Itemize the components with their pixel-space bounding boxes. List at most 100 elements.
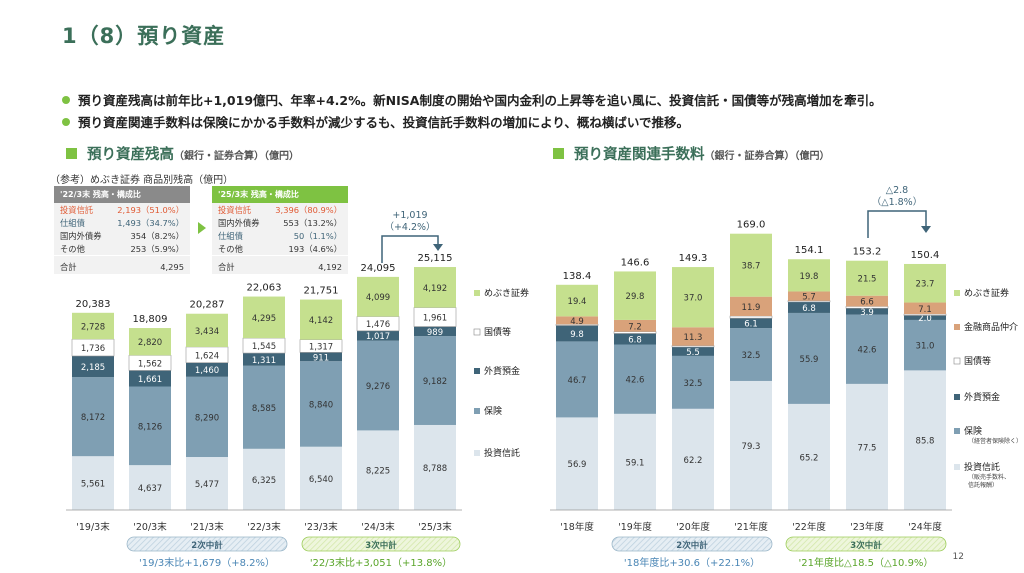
x-tick-label: '21年度 — [734, 521, 768, 533]
row-value: 553（13.2%） — [283, 217, 342, 228]
table-total-row: 合計 4,192 — [212, 255, 348, 274]
legend-note: （販売手数料、 — [968, 473, 1010, 481]
total-label: 153.2 — [853, 247, 882, 258]
data-label: 911 — [313, 353, 329, 363]
table-body: 投資信託 2,193（51.0%） 仕組債 1,493（34.7%） 国内外債券 35… — [54, 203, 190, 274]
data-label: 1,624 — [195, 351, 219, 361]
bar-segment — [243, 353, 285, 366]
data-label: 32.5 — [742, 351, 761, 361]
data-label: 8,225 — [366, 467, 390, 477]
total-label: 154.1 — [795, 245, 824, 256]
left-chart-heading: 預り資産残高（銀行・証券合算）（億円） — [66, 143, 299, 164]
data-label: 38.7 — [742, 262, 761, 272]
total-label: 合計 — [212, 255, 268, 274]
data-label: 11.3 — [684, 333, 703, 343]
data-label: 2.0 — [918, 314, 932, 324]
legend-swatch — [474, 450, 480, 456]
row-value: 2,193（51.0%） — [117, 204, 184, 215]
data-label: 7.2 — [628, 322, 642, 332]
bar-segment — [671, 345, 715, 348]
total-label: 21,751 — [304, 286, 339, 297]
total-label: 20,287 — [190, 300, 225, 311]
data-label: 32.5 — [684, 379, 703, 389]
bar-segment — [788, 291, 830, 301]
data-label: 4,192 — [423, 284, 447, 294]
data-label: 31.0 — [916, 342, 935, 352]
bar-segment — [556, 341, 598, 418]
x-tick-label: '20/3末 — [133, 521, 167, 533]
bar-segment — [414, 267, 456, 308]
legend-swatch — [474, 368, 480, 374]
right-chart-heading: 預り資産関連手数料（銀行・証券合算）（億円） — [553, 143, 830, 164]
legend-label: 外貨預金 — [964, 391, 1000, 403]
data-label: 11.9 — [742, 303, 761, 313]
legend-note: （経営者保険除く） — [968, 437, 1022, 445]
bar-segment — [186, 376, 228, 458]
heading-text: 預り資産残高 — [87, 147, 174, 163]
bar-segment — [846, 308, 888, 315]
heading-sub: （銀行・証券合算）（億円） — [704, 151, 830, 162]
total-label: 合計 — [54, 255, 110, 274]
legend-swatch — [954, 324, 960, 330]
period-label: 3次中計 — [850, 540, 882, 551]
bar-segment — [414, 326, 456, 337]
bar-segment — [129, 370, 171, 387]
data-label: 4,637 — [138, 484, 162, 494]
table-row: 国内外債券 354（8.2%） — [54, 229, 190, 242]
data-label: 1,460 — [195, 366, 219, 376]
bar-segment — [72, 355, 114, 378]
bar-segment — [186, 313, 228, 347]
data-label: 3,434 — [195, 327, 219, 337]
bar-segment — [788, 312, 830, 404]
legend-label: めぶき証券 — [964, 287, 1009, 299]
data-label: 6.1 — [744, 320, 758, 330]
table-header: '22/3末 残高・構成比 — [54, 186, 190, 203]
data-label: 23.7 — [916, 280, 935, 290]
data-label: 8,788 — [423, 464, 447, 474]
bar-segment — [846, 383, 888, 510]
total-label: 146.6 — [621, 257, 650, 268]
heading-square — [66, 148, 77, 159]
data-label: 4,142 — [309, 316, 333, 326]
period-note: '19/3末比+1,679（+8.2%） — [139, 556, 275, 569]
total-label: 169.0 — [737, 220, 766, 231]
bar-segment — [186, 362, 228, 377]
bar-segment — [243, 296, 285, 339]
row-label: その他 — [60, 243, 85, 254]
data-label: 59.1 — [626, 458, 645, 468]
total-label: 149.3 — [679, 253, 708, 264]
row-value: 50（1.1%） — [293, 230, 342, 241]
heading-sub: （銀行・証券合算）（億円） — [174, 151, 299, 162]
bar-segment — [614, 413, 656, 510]
row-value: 1,493（34.7%） — [117, 217, 184, 228]
bar-segment — [300, 299, 342, 340]
bar-segment — [614, 344, 656, 414]
row-label: 国内外債券 — [60, 230, 102, 241]
row-label: 国内外債券 — [218, 217, 260, 228]
bullet-dot — [62, 96, 70, 104]
row-value: 193（4.6%） — [288, 243, 342, 254]
data-label: 1,317 — [309, 343, 333, 353]
data-label: 8,585 — [252, 404, 276, 414]
table-row: 仕組債 1,493（34.7%） — [54, 216, 190, 229]
data-label: 1,545 — [252, 342, 276, 352]
period-pill — [126, 536, 288, 552]
table-row: 投資信託 2,193（51.0%） — [54, 203, 190, 216]
data-label: 6.6 — [860, 298, 874, 308]
data-label: 37.0 — [684, 294, 703, 304]
bar-segment — [72, 377, 114, 457]
data-label: 6,325 — [252, 476, 276, 486]
bar-segment — [300, 352, 342, 362]
data-label: 55.9 — [800, 355, 819, 365]
total-label: 150.4 — [911, 250, 940, 261]
bullet-2: 預り資産関連手数料は保険にかかる手数料が減少するも、投資信託手数料の増加により、… — [62, 112, 689, 131]
data-label: 6.8 — [628, 335, 642, 345]
table-header: '25/3末 残高・構成比 — [212, 186, 348, 203]
bar-segment — [904, 315, 946, 320]
x-tick-label: '20年度 — [676, 521, 710, 533]
bar-segment — [129, 465, 171, 510]
legend-swatch — [954, 290, 960, 296]
data-label: 85.8 — [916, 437, 935, 447]
bar-segment — [846, 314, 888, 384]
